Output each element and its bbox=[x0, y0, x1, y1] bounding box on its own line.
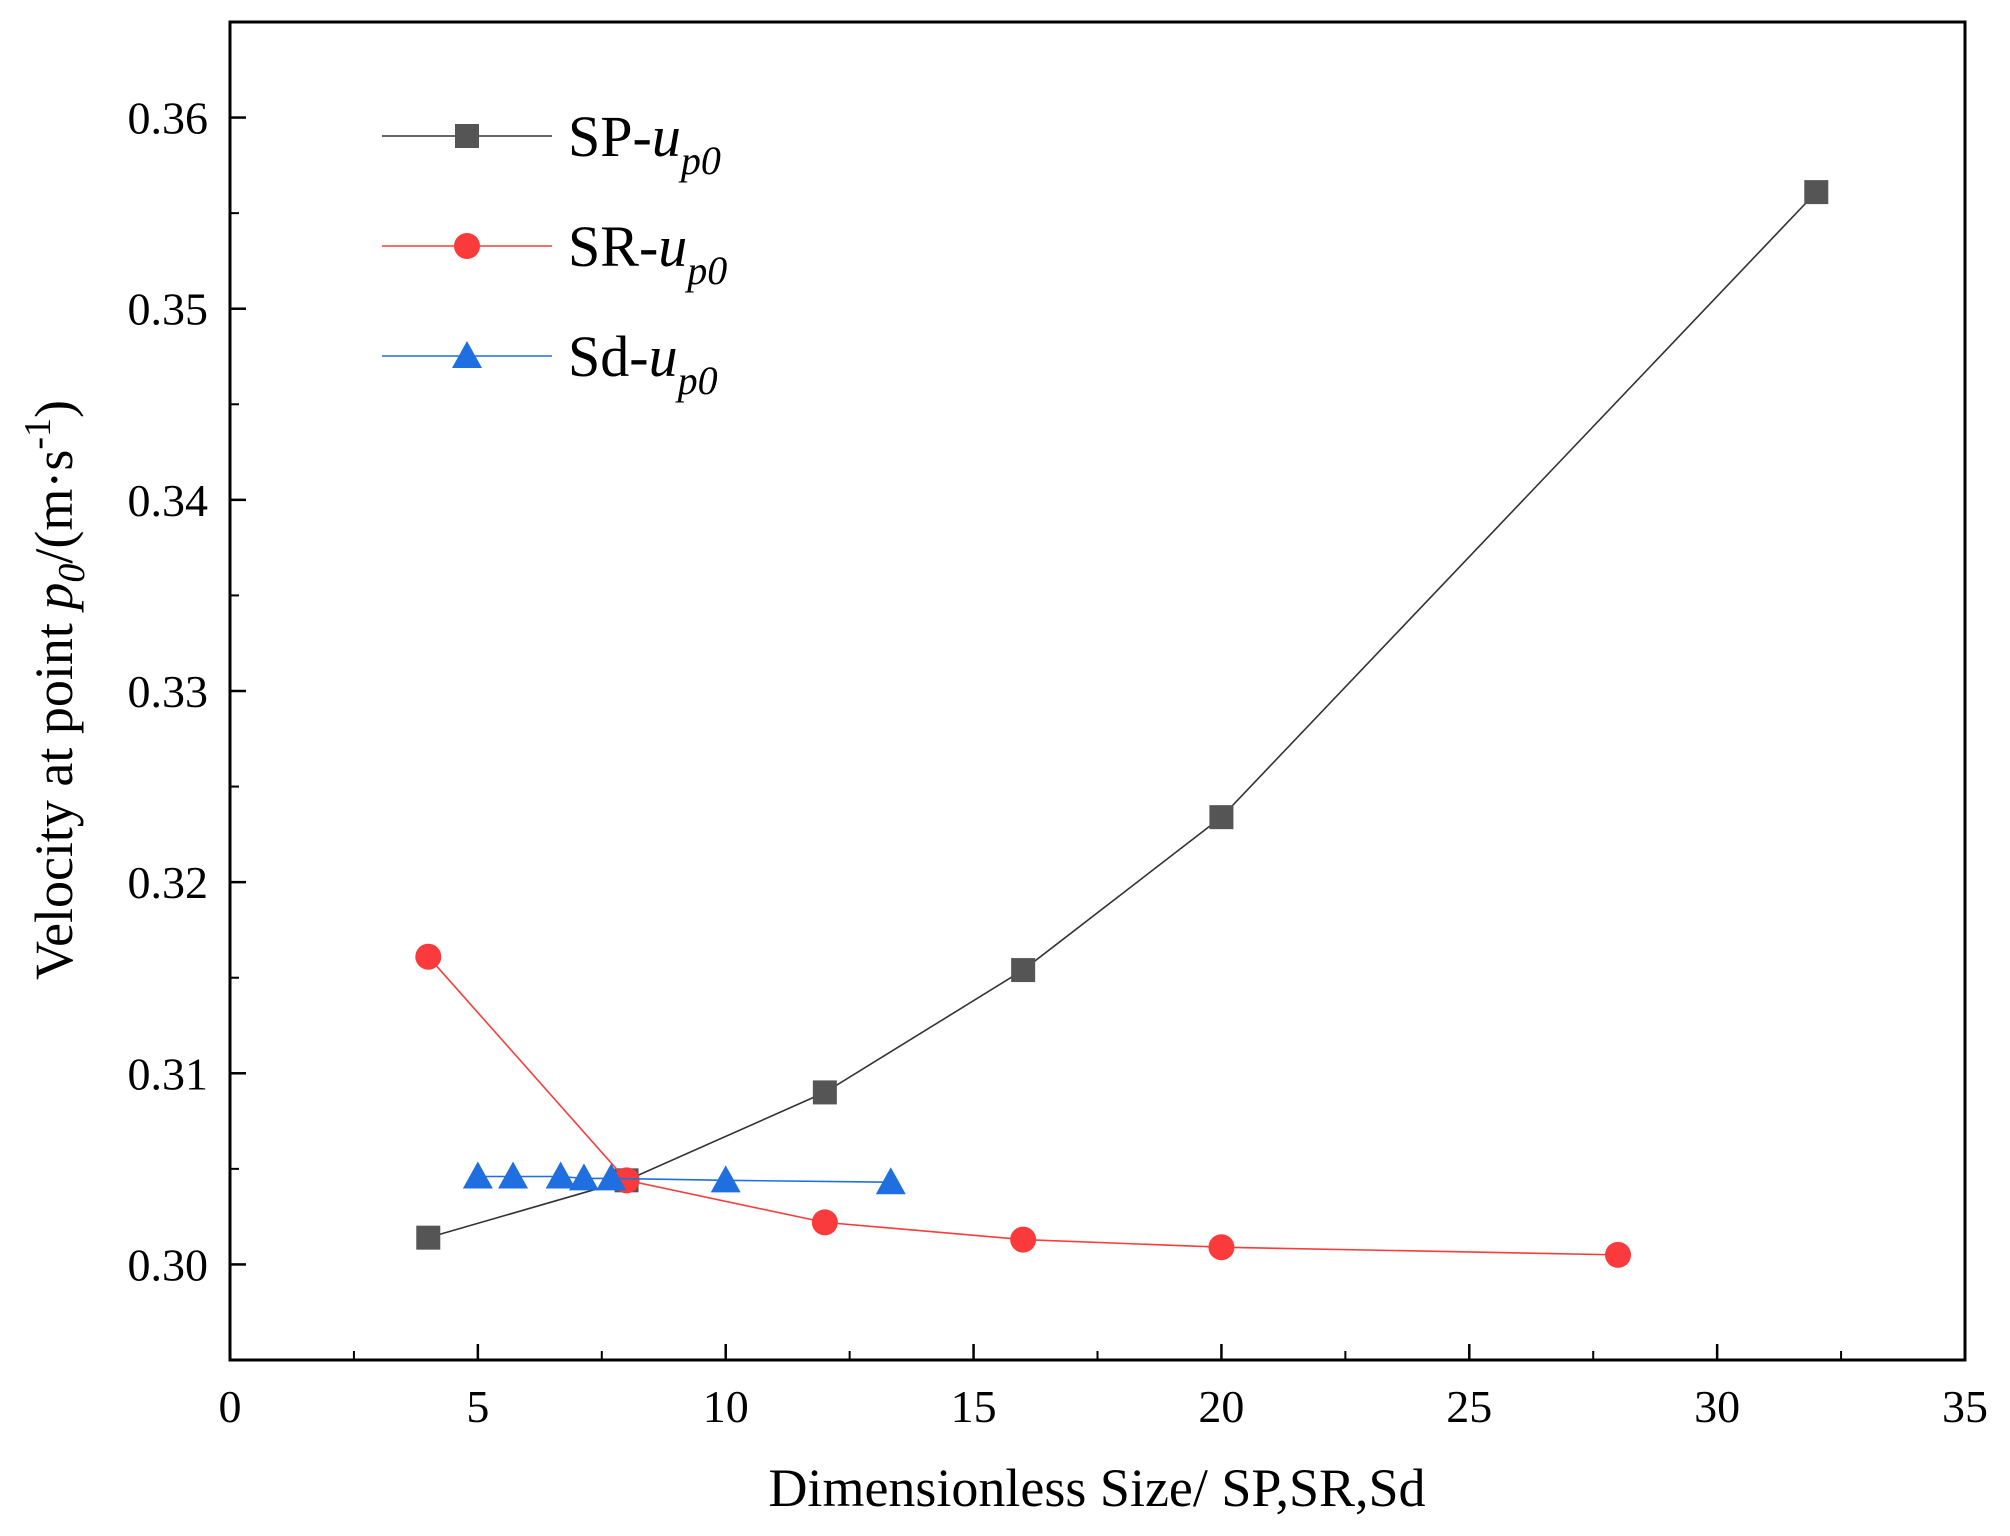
x-tick-label: 30 bbox=[1694, 1381, 1740, 1432]
data-point-circle bbox=[811, 1209, 838, 1236]
data-point-triangle bbox=[596, 1163, 627, 1191]
y-tick-label: 0.36 bbox=[128, 93, 209, 144]
series-line bbox=[477, 1175, 891, 1184]
x-tick-label: 0 bbox=[219, 1381, 242, 1432]
x-tick-label: 35 bbox=[1942, 1381, 1988, 1432]
legend-marker-circle bbox=[454, 233, 480, 259]
data-point-circle bbox=[1208, 1234, 1235, 1261]
y-axis-title-close: ) bbox=[24, 400, 84, 418]
y-axis-title-sup: -1 bbox=[17, 418, 59, 450]
y-axis-title-p: p bbox=[24, 583, 84, 614]
data-point-circle bbox=[1605, 1241, 1631, 1268]
data-point-circle bbox=[1010, 1226, 1037, 1253]
y-axis-title-main: Velocity at point bbox=[24, 610, 84, 980]
data-point-triangle bbox=[498, 1161, 529, 1189]
data-point-triangle bbox=[710, 1165, 741, 1193]
legend: SP-up0 SR-up0 Sd-up0 bbox=[382, 104, 727, 403]
data-point-triangle bbox=[545, 1161, 576, 1189]
x-tick-label: 15 bbox=[951, 1381, 997, 1432]
x-tick-label: 10 bbox=[703, 1381, 749, 1432]
y-axis-ticks: 0.30 0.31 0.32 0.33 0.34 0.35 0.36 bbox=[128, 21, 246, 1361]
y-tick-label: 0.31 bbox=[128, 1048, 209, 1099]
y-tick-label: 0.34 bbox=[128, 475, 209, 526]
plot-frame bbox=[228, 20, 1967, 1362]
x-tick-label: 25 bbox=[1446, 1381, 1492, 1432]
x-tick-label: 5 bbox=[466, 1381, 489, 1432]
y-tick-label: 0.35 bbox=[128, 284, 209, 335]
y-tick-label: 0.30 bbox=[128, 1239, 209, 1290]
y-tick-label: 0.33 bbox=[128, 666, 209, 717]
data-point-square bbox=[812, 1080, 837, 1105]
legend-label: Sd-up0 bbox=[568, 324, 718, 403]
data-point-square bbox=[1804, 180, 1829, 205]
x-tick-label: 20 bbox=[1198, 1381, 1244, 1432]
series-layer bbox=[415, 180, 1829, 1268]
series-circle bbox=[415, 943, 1631, 1268]
y-tick-label: 0.32 bbox=[128, 857, 209, 908]
legend-marker-square bbox=[455, 124, 479, 148]
series-triangle bbox=[462, 1161, 906, 1195]
data-point-circle bbox=[415, 943, 442, 970]
data-point-square bbox=[1011, 958, 1036, 983]
legend-label: SP-up0 bbox=[568, 104, 721, 183]
data-point-triangle bbox=[568, 1163, 599, 1191]
x-axis-ticks: 0 5 10 15 20 25 30 35 bbox=[219, 1344, 1988, 1432]
legend-label: SR-up0 bbox=[568, 214, 727, 293]
data-point-triangle bbox=[875, 1167, 906, 1195]
y-axis-title-sub: 0 bbox=[51, 564, 93, 583]
y-axis-title: Velocity at point p0/(m·s-1) bbox=[17, 400, 93, 980]
y-axis-title-unit: /(m·s bbox=[24, 450, 84, 564]
data-point-triangle bbox=[462, 1161, 493, 1189]
data-point-square bbox=[1209, 805, 1234, 830]
series-line bbox=[427, 956, 1619, 1256]
data-point-square bbox=[416, 1225, 441, 1250]
legend-marker-triangle bbox=[452, 341, 482, 368]
x-axis-title: Dimensionless Size/ SP,SR,Sd bbox=[768, 1458, 1425, 1518]
